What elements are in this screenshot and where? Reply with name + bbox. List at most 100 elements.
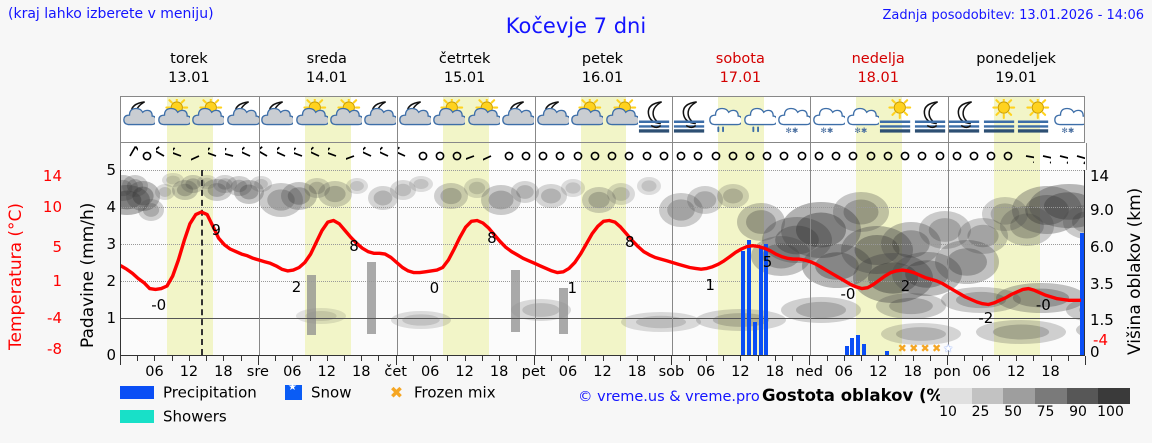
wind-barb: [242, 144, 258, 168]
x-tick: [619, 356, 621, 361]
wind-barb-calm: [587, 144, 603, 168]
wind-barb-calm: [863, 144, 879, 168]
snow-icon: [285, 382, 302, 400]
day-date: 19.01: [995, 70, 1037, 86]
day-separator: [258, 143, 260, 170]
precipitation-bar: [741, 251, 746, 355]
temperature-tick: -8: [47, 340, 62, 358]
wind-barb-calm: [656, 144, 672, 168]
weather-icon-sun-fog: [983, 99, 1017, 141]
temperature-tick: 14: [42, 167, 62, 185]
temperature-extreme-label: 5: [762, 252, 773, 271]
x-tick: [895, 356, 897, 361]
x-tick: [929, 356, 931, 361]
daylight-band: [580, 143, 627, 170]
wind-barb-calm: [1000, 144, 1016, 168]
cloud-density-tick: 50: [1004, 404, 1022, 420]
temperature-extreme-label: -0: [840, 284, 856, 303]
x-tick: [447, 356, 449, 361]
x-tick: [860, 356, 862, 361]
x-tick: [740, 356, 742, 361]
credit-link[interactable]: © vreme.us & vreme.pro: [578, 389, 760, 405]
frozen-mix-marker: ✖: [932, 342, 942, 355]
weather-icon-moon-cloud: [362, 99, 397, 141]
wind-barb-calm: [415, 144, 431, 168]
wind-barb: [1035, 144, 1051, 168]
x-tick: [671, 356, 673, 365]
day-name: četrtek: [438, 51, 491, 67]
legend-snow-label: Snow: [311, 383, 352, 402]
x-tick: [206, 356, 208, 361]
temperature-tick: 5: [52, 238, 62, 256]
legend-precipitation-label: Precipitation: [163, 383, 257, 402]
x-tick: [516, 356, 518, 361]
wind-barb-calm: [828, 144, 844, 168]
wind-barb-calm: [914, 144, 930, 168]
day-header-2: sreda 14.01: [258, 50, 396, 88]
temperature-tick: 10: [42, 198, 62, 216]
temperature-extreme-label: 8: [624, 233, 635, 252]
daylight-band: [994, 170, 1041, 355]
precipitation-bar: [758, 247, 763, 355]
temperature-extreme-label: 0: [429, 278, 440, 297]
precipitation-bar: [747, 240, 752, 355]
svg-text:✱: ✱: [861, 126, 868, 135]
wind-barb-calm: [535, 144, 551, 168]
day-header-4: petek 16.01: [534, 50, 672, 88]
temperature-extreme-label: -0: [1035, 296, 1051, 315]
cloudheight-tick: 9.0: [1090, 201, 1114, 219]
day-separator: [534, 143, 536, 170]
wind-barb-calm: [725, 144, 741, 168]
x-tick: [998, 356, 1000, 361]
x-tick: [688, 356, 690, 361]
x-tick: [757, 356, 759, 361]
x-tick: [964, 356, 966, 361]
daylight-band: [166, 170, 213, 355]
frozen-mix-marker: ✖: [909, 342, 919, 355]
precipitation-bar: [764, 244, 769, 355]
legend-frozen-mix-label: Frozen mix: [414, 383, 496, 402]
wind-barb-calm: [639, 144, 655, 168]
daylight-band: [580, 170, 627, 355]
cloud-density-tick: 90: [1069, 404, 1087, 420]
x-tick: [154, 356, 156, 361]
frozen-mix-marker: ✖: [920, 342, 930, 355]
wind-barb: [311, 144, 327, 168]
x-axis-label: 12: [179, 364, 199, 380]
x-tick: [223, 356, 225, 361]
day-date: 14.01: [306, 70, 348, 86]
gridline: [121, 207, 1084, 208]
precipitation-tick: 1: [106, 309, 116, 327]
wind-barb-calm: [949, 144, 965, 168]
wind-barb: [276, 144, 293, 168]
wind-barb: [397, 144, 413, 168]
cloudheight-tick: 0: [1090, 343, 1100, 361]
wind-barb-band: [120, 143, 1087, 170]
precipitation-bar: [844, 345, 849, 355]
weather-icon-moon-fog: [638, 99, 672, 141]
x-tick: [636, 356, 638, 361]
svg-text:✻: ✻: [785, 126, 791, 135]
day-header-3: četrtek 15.01: [396, 50, 534, 88]
weather-icon-moon-cloud: [397, 99, 431, 141]
x-axis-label: 06: [558, 364, 578, 380]
day-separator: [672, 143, 674, 170]
x-axis-label: 18: [765, 364, 785, 380]
weather-icon-moon-fog: [672, 99, 706, 141]
cloud-density-swatch-5: [1098, 388, 1131, 404]
precipitation-swatch: [120, 386, 154, 399]
wind-barb-calm: [811, 144, 827, 168]
wind-barb-calm: [432, 144, 448, 168]
wind-barb-calm: [983, 144, 999, 168]
forecast-plot: ✖ ✖ ✖ ✖ ★ -0 9 2 8 0 8 1 8 1 5 -0 2 -2 -0: [120, 170, 1085, 355]
weather-icon-moon-cloud: [500, 99, 535, 141]
x-axis-label: pet: [521, 364, 546, 380]
x-tick: [120, 356, 121, 365]
day-date: 16.01: [581, 70, 624, 86]
location-menu-note[interactable]: (kraj lahko izberete v meniju): [8, 6, 214, 22]
x-tick: [809, 356, 811, 365]
x-tick: [344, 356, 346, 361]
x-tick: [1016, 356, 1018, 361]
weather-icon-sun-cloud: [466, 99, 500, 141]
